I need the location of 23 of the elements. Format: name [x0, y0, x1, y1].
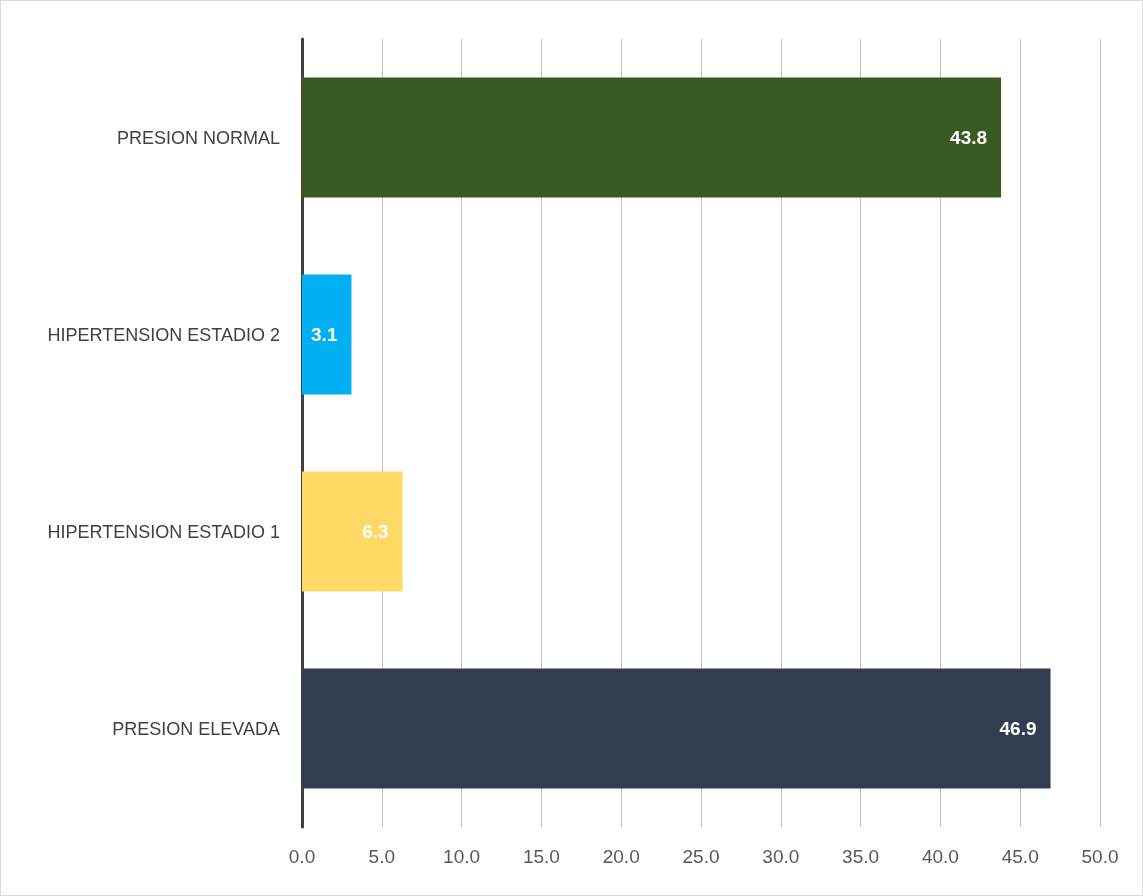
- y-tick-label: PRESION ELEVADA: [112, 718, 280, 739]
- x-tick-label: 5.0: [368, 846, 396, 867]
- x-tick-label: 15.0: [522, 846, 560, 867]
- data-label: 46.9: [999, 718, 1037, 739]
- data-label: 43.8: [950, 127, 988, 148]
- x-tick-label: 20.0: [602, 846, 640, 867]
- bar: [302, 668, 1051, 789]
- x-tick-label: 30.0: [762, 846, 800, 867]
- x-tick-label: 25.0: [682, 846, 720, 867]
- bar: [302, 274, 352, 395]
- x-tick-label: 45.0: [1001, 846, 1039, 867]
- y-tick-label: HIPERTENSION ESTADIO 1: [47, 521, 280, 542]
- data-label: 6.3: [362, 521, 389, 542]
- y-tick-label: HIPERTENSION ESTADIO 2: [47, 324, 280, 345]
- y-tick-label: PRESION NORMAL: [116, 127, 280, 148]
- x-tick-label: 0.0: [288, 846, 316, 867]
- data-label: 3.1: [311, 324, 338, 345]
- bar: [302, 471, 403, 592]
- x-tick-label: 35.0: [842, 846, 880, 867]
- x-tick-label: 40.0: [921, 846, 959, 867]
- bar: [302, 77, 1002, 198]
- x-tick-label: 50.0: [1081, 846, 1119, 867]
- x-tick-label: 10.0: [443, 846, 481, 867]
